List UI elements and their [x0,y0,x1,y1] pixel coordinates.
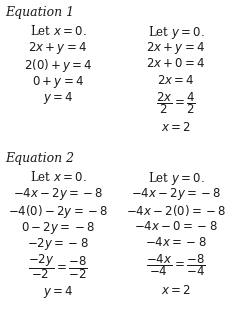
Text: $x = 2$: $x = 2$ [161,121,191,134]
Text: $-4x - 0 = -8$: $-4x - 0 = -8$ [134,220,218,233]
Text: $\dfrac{2x}{2} = \dfrac{4}{2}$: $\dfrac{2x}{2} = \dfrac{4}{2}$ [156,90,196,116]
Text: $y = 4$: $y = 4$ [43,284,73,300]
Text: $y = 4$: $y = 4$ [43,90,73,106]
Text: Equation 2: Equation 2 [5,152,74,165]
Text: Equation 1: Equation 1 [5,6,74,19]
Text: $x = 2$: $x = 2$ [161,284,191,297]
Text: $-4x - 2y = -8$: $-4x - 2y = -8$ [131,187,221,202]
Text: Let $x = 0.$: Let $x = 0.$ [30,24,86,38]
Text: $0 + y = 4$: $0 + y = 4$ [32,73,84,90]
Text: Let $y = 0.$: Let $y = 0.$ [148,170,204,187]
Text: $2x + y = 4$: $2x + y = 4$ [29,40,88,57]
Text: $\dfrac{-4x}{-4} = \dfrac{-8}{-4}$: $\dfrac{-4x}{-4} = \dfrac{-8}{-4}$ [146,253,206,278]
Text: $-4x = -8$: $-4x = -8$ [145,236,207,249]
Text: $2x + y = 4$: $2x + y = 4$ [147,40,206,57]
Text: Let $x = 0.$: Let $x = 0.$ [30,170,86,184]
Text: $0 - 2y = -8$: $0 - 2y = -8$ [21,220,95,235]
Text: $2x = 4$: $2x = 4$ [157,73,195,86]
Text: $2x + 0 = 4$: $2x + 0 = 4$ [146,57,206,70]
Text: $-4x - 2y = -8$: $-4x - 2y = -8$ [13,187,103,202]
Text: Let $y = 0.$: Let $y = 0.$ [148,24,204,41]
Text: $2(0) + y = 4$: $2(0) + y = 4$ [24,57,92,74]
Text: $-4x - 2(0) = -8$: $-4x - 2(0) = -8$ [126,203,226,218]
Text: $\dfrac{-2y}{-2} = \dfrac{-8}{-2}$: $\dfrac{-2y}{-2} = \dfrac{-8}{-2}$ [28,253,88,281]
Text: $-2y = -8$: $-2y = -8$ [27,236,89,252]
Text: $-4(0) - 2y = -8$: $-4(0) - 2y = -8$ [8,203,108,220]
